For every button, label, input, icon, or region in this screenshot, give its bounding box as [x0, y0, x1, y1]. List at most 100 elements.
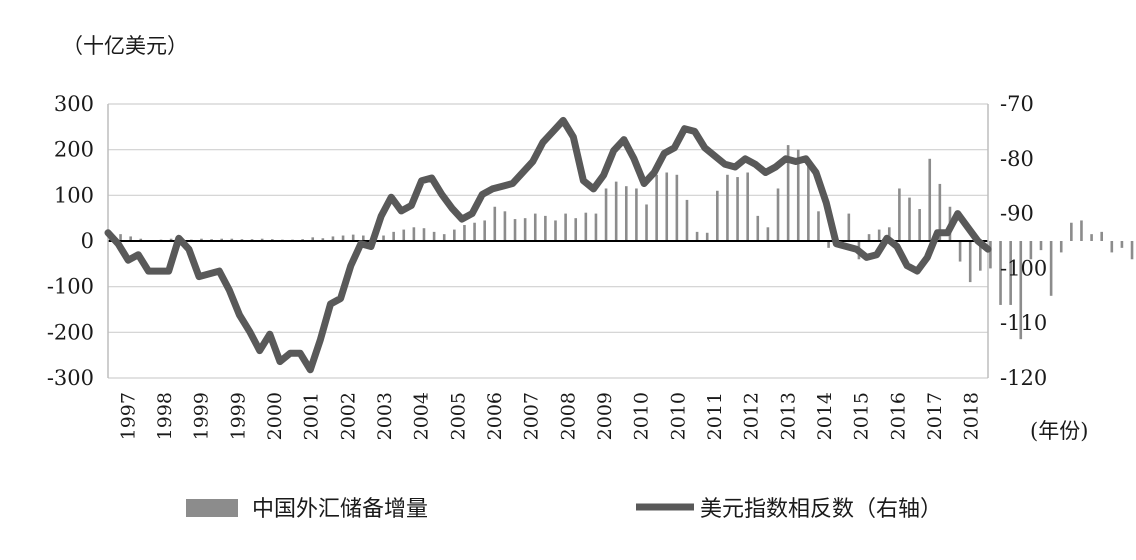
reserve-bar: [938, 183, 942, 241]
x-tick-label: 1998: [154, 392, 176, 440]
reserve-bar: [675, 174, 679, 241]
reserve-bar: [169, 238, 173, 241]
reserve-bar: [796, 149, 800, 241]
left-tick-label: 100: [54, 183, 94, 207]
left-tick-label: -100: [47, 275, 94, 299]
dollar-index-line-group: [104, 116, 992, 374]
reserve-bar: [119, 234, 122, 241]
reserve-bar: [918, 209, 921, 241]
reserve-bar: [736, 177, 739, 241]
reserve-bar: [544, 215, 547, 241]
reserve-bar: [220, 238, 223, 241]
reserve-bar: [635, 188, 638, 241]
x-axis-unit-label: (年份): [1030, 419, 1088, 443]
reserve-bar: [341, 235, 345, 241]
reserve-bar: [614, 181, 618, 241]
reserve-bar: [746, 172, 749, 241]
reserve-bar: [311, 237, 315, 241]
x-tick-label: 2007: [521, 392, 543, 440]
reserve-bar: [1110, 241, 1114, 253]
reserve-bar: [665, 172, 669, 241]
x-axis-ticks: 1997 1998 1999 1999 2000 2001 2002 2003 2004 2005…: [117, 392, 982, 440]
reserve-bar: [887, 227, 891, 241]
left-tick-label: 0: [81, 229, 94, 253]
x-tick-label: 2002: [337, 392, 359, 440]
reserve-bar: [898, 188, 901, 241]
right-tick-label: -70: [1000, 92, 1034, 116]
reserve-bar: [453, 229, 456, 241]
reserve-bar: [655, 174, 658, 241]
x-tick-label: 2010: [631, 392, 653, 440]
reserve-bar: [786, 145, 790, 241]
x-tick-label: 1997: [117, 392, 139, 440]
reserve-bar: [645, 204, 648, 241]
gridlines: [108, 103, 988, 379]
reserve-bar: [1019, 241, 1023, 340]
reserve-bar: [594, 213, 598, 241]
reserve-bar: [716, 190, 719, 241]
x-tick-label: 2006: [484, 392, 506, 440]
reserve-bar: [695, 231, 699, 241]
x-tick-label: 2005: [447, 392, 469, 440]
x-tick-label: 2018: [961, 392, 983, 440]
left-tick-label: 200: [54, 138, 94, 162]
reserve-bar: [817, 211, 820, 241]
reserve-bar: [968, 241, 972, 283]
reserve-bar: [129, 236, 132, 241]
reserve-bar: [867, 234, 871, 241]
reserve-bar: [362, 235, 365, 241]
reserve-bar: [958, 241, 962, 262]
reserve-bar: [776, 188, 780, 241]
x-tick-label: 2011: [704, 392, 726, 440]
x-tick-label: 2012: [741, 392, 763, 440]
x-tick-label: 2013: [777, 392, 799, 440]
x-tick-label: 2000: [264, 392, 286, 440]
reserve-bars: [109, 145, 1134, 340]
reserve-bar: [756, 215, 760, 241]
reserve-bar: [422, 228, 426, 241]
left-axis-ticks: 300 200 100 0 -100 -200 -300: [47, 92, 94, 390]
reserve-bar: [989, 241, 992, 269]
reserve-bar: [705, 232, 709, 241]
reserve-bar: [766, 227, 770, 241]
reserve-bar: [392, 231, 395, 241]
reserve-bar: [503, 211, 507, 241]
reserve-bar: [624, 186, 628, 241]
right-tick-label: -80: [1000, 147, 1034, 171]
reserve-bar: [979, 241, 982, 271]
x-tick-label: 1999: [227, 392, 249, 440]
reserve-bar: [726, 174, 729, 241]
reserve-bar: [908, 197, 911, 241]
reserve-bar: [533, 213, 537, 241]
reserve-bar: [230, 238, 234, 241]
axes: [107, 104, 989, 378]
reserve-bar: [442, 234, 446, 241]
left-tick-label: 300: [54, 92, 94, 116]
x-tick-label: 2004: [411, 392, 433, 440]
left-tick-label: -200: [47, 320, 94, 344]
reserve-bar: [564, 213, 567, 241]
reserve-bar: [200, 238, 203, 241]
legend-bar-label: 中国外汇储备增量: [252, 497, 428, 522]
x-tick-label: 2014: [814, 392, 836, 440]
legend-bar-swatch: [186, 499, 238, 517]
reserve-bar: [139, 238, 143, 241]
x-tick-label: 2015: [851, 392, 873, 440]
reserve-bar: [1080, 220, 1083, 241]
right-tick-label: -120: [1000, 366, 1047, 390]
reserve-bar: [685, 199, 689, 241]
reserve-bar: [554, 220, 557, 241]
right-tick-label: -90: [1000, 202, 1034, 226]
reserve-bar: [1090, 234, 1093, 241]
reserve-bar: [877, 229, 881, 241]
reserve-bar: [1120, 241, 1124, 248]
x-tick-label: 1999: [191, 392, 213, 440]
reserve-bar: [523, 218, 527, 241]
reserve-bar: [260, 238, 264, 241]
reserve-bar: [847, 213, 851, 241]
x-tick-label: 2008: [557, 392, 579, 440]
x-tick-label: 2010: [667, 392, 689, 440]
reserve-bar: [331, 236, 335, 241]
